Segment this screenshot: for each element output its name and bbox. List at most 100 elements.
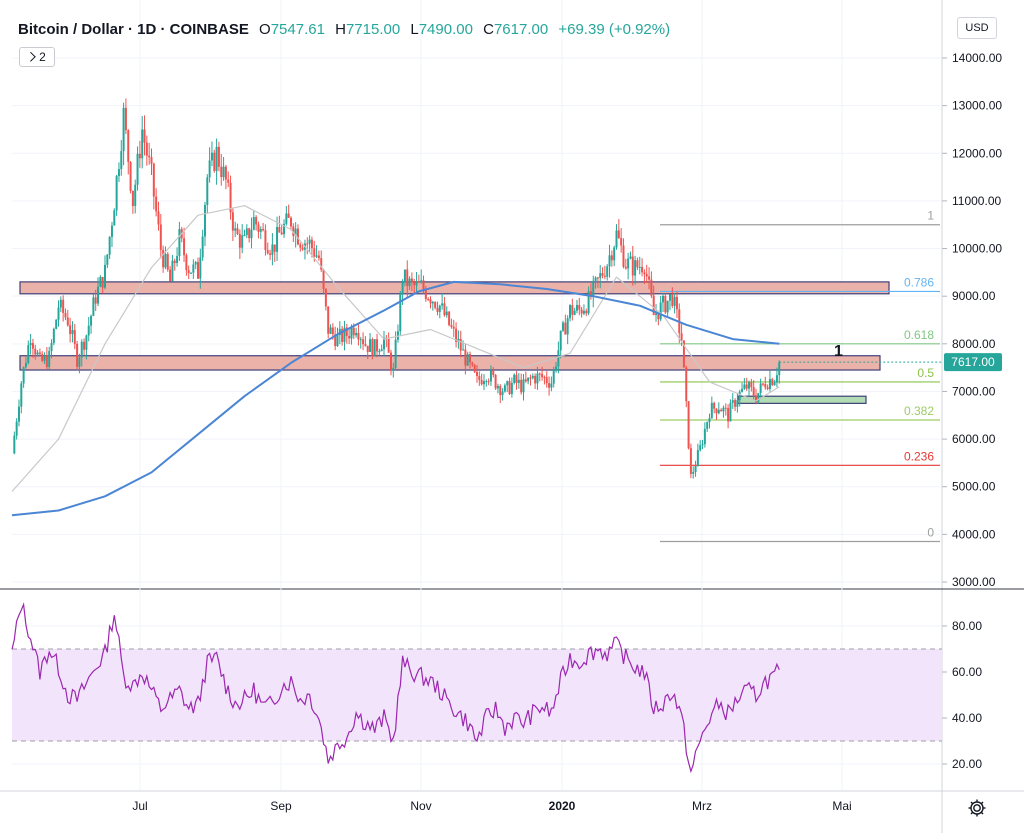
last-price-tag (944, 353, 1002, 372)
candle-body (778, 362, 781, 376)
candle-body (329, 327, 332, 334)
candle-body (603, 275, 606, 277)
candle-body (436, 307, 439, 312)
candle-body (429, 299, 432, 304)
candle-body (366, 345, 369, 352)
candle-body (734, 400, 737, 407)
candle-body (241, 235, 244, 248)
price-tick-label: 11000.00 (952, 194, 1001, 208)
candle-body (722, 407, 725, 412)
candle-body (341, 328, 344, 342)
last-price-label: 7617.00 (951, 355, 995, 369)
candle-body (434, 301, 437, 308)
candle-body (64, 312, 67, 318)
candle-body (266, 250, 269, 254)
candle-body (443, 303, 446, 316)
candle-body (564, 322, 567, 335)
candle-body (703, 428, 706, 445)
candle-body (389, 352, 392, 371)
indicators-toggle-button[interactable]: 2 (19, 47, 55, 67)
currency-button[interactable]: USD (957, 17, 997, 39)
candle-body (310, 239, 313, 249)
chart-annotations: 7617.00 1 (779, 343, 1002, 372)
candle-body (162, 249, 165, 268)
candle-body (566, 318, 569, 335)
candle-body (641, 266, 644, 273)
candle-body (99, 276, 102, 287)
candle-body (666, 300, 669, 313)
candle-body (741, 388, 744, 392)
candle-body (369, 339, 372, 352)
candle-body (631, 256, 634, 276)
time-axis[interactable]: Jul Sep Nov 2020 Mrz Mai (132, 799, 851, 813)
candle-body (596, 277, 599, 279)
candle-body (127, 130, 130, 163)
candle-body (675, 296, 678, 310)
candle-body (210, 152, 213, 161)
candle-body (38, 352, 41, 355)
candle-body (50, 343, 53, 352)
candle-body (755, 396, 757, 403)
candle-body (45, 355, 48, 367)
close-label: C (483, 21, 494, 38)
price-zone (19, 355, 881, 371)
candle-body (450, 325, 453, 327)
candle-body (283, 223, 286, 235)
candle-body (92, 297, 95, 316)
candle-body (768, 379, 771, 390)
candle-body (120, 151, 123, 170)
candle-body (601, 273, 604, 276)
candle-body (215, 146, 218, 171)
candle-body (401, 282, 404, 295)
candle-body (190, 272, 193, 274)
fib-level-label: 1 (927, 209, 934, 223)
candle-body (187, 270, 190, 274)
candle-body (148, 155, 151, 158)
candle-body (406, 269, 409, 286)
candle-body (55, 319, 58, 329)
candle-body (101, 276, 104, 288)
candle-body (499, 386, 502, 396)
fib-level-label: 0.5 (917, 366, 934, 380)
candle-body (448, 311, 451, 326)
candle-body (173, 260, 176, 264)
candle-body (97, 286, 100, 304)
candle-body (550, 383, 553, 388)
candle-body (350, 327, 353, 339)
candle-body (157, 211, 160, 225)
candle-body (613, 247, 616, 261)
candle-body (222, 166, 225, 178)
price-axis[interactable]: 14000.00 13000.00 12000.00 11000.00 10000.00… (942, 51, 1002, 771)
candle-body (317, 255, 320, 259)
candle-body (701, 444, 704, 446)
candle-body (364, 344, 367, 346)
candle-body (59, 299, 62, 308)
candle-body (748, 382, 751, 389)
candle-body (610, 255, 613, 261)
low-label: L (410, 21, 419, 38)
candle-body (313, 248, 316, 257)
candle-body (759, 383, 762, 393)
candle-body (278, 226, 281, 233)
open-value: 7547.61 (270, 21, 325, 38)
candle-body (141, 129, 144, 159)
candle-body (415, 281, 418, 286)
candle-body (197, 262, 199, 279)
candle-body (743, 384, 746, 389)
candle-body (548, 383, 551, 388)
price-tick-label: 3000.00 (952, 575, 996, 589)
candle-body (508, 381, 511, 394)
gear-icon[interactable] (963, 796, 991, 820)
candle-body (66, 317, 69, 326)
candle-body (578, 304, 581, 310)
symbol-title[interactable]: Bitcoin / Dollar · 1D · COINBASE (18, 21, 249, 38)
candle-body (159, 224, 162, 250)
candle-body (76, 343, 79, 367)
candle-body (413, 282, 416, 286)
candle-body (715, 408, 718, 414)
candle-body (629, 256, 632, 259)
candle-body (431, 301, 434, 304)
candle-body (727, 408, 730, 422)
candle-body (380, 349, 383, 352)
